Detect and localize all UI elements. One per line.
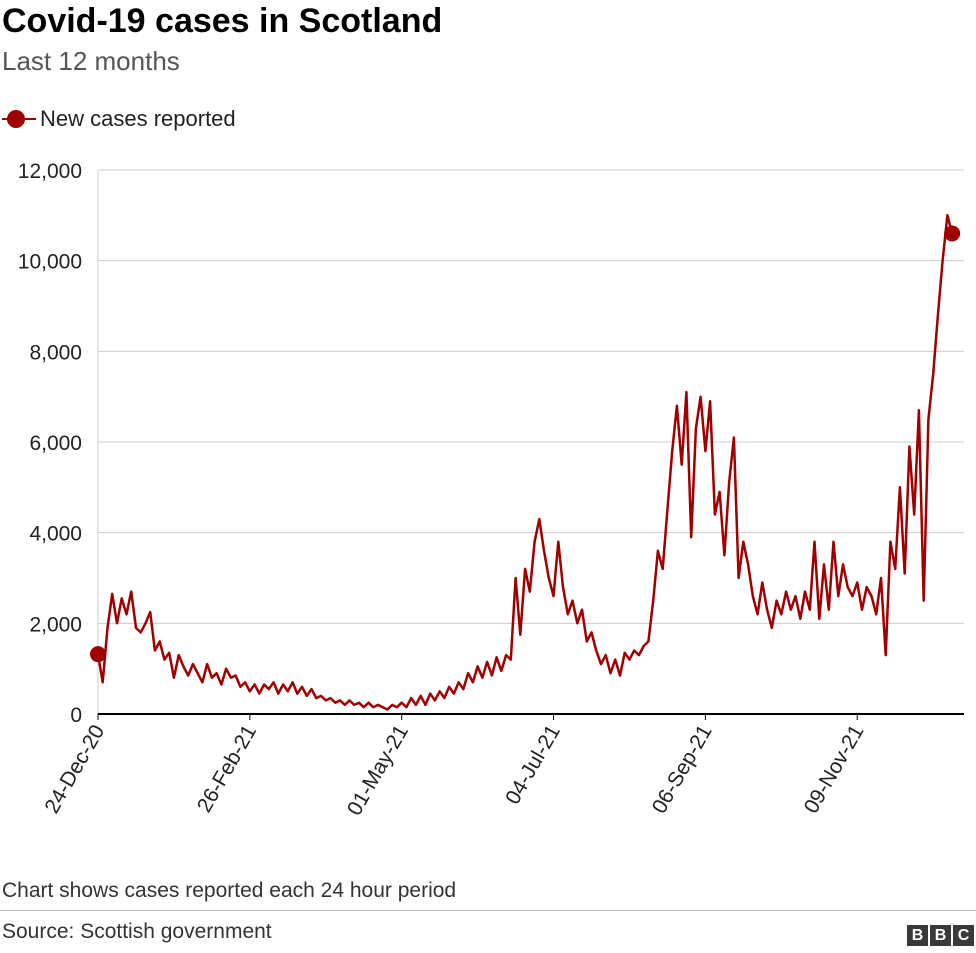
x-tick-label: 26-Feb-21 bbox=[193, 721, 261, 816]
y-tick-label: 12,000 bbox=[18, 160, 82, 183]
x-tick-label: 09-Nov-21 bbox=[800, 721, 869, 817]
logo-letter: C bbox=[953, 925, 974, 946]
legend-marker-icon bbox=[2, 108, 36, 130]
x-tick-label: 01-May-21 bbox=[343, 721, 413, 819]
chart-title: Covid-19 cases in Scotland bbox=[2, 2, 443, 40]
chart-note: Chart shows cases reported each 24 hour … bbox=[2, 879, 457, 902]
y-tick-label: 6,000 bbox=[29, 432, 82, 455]
logo-letter: B bbox=[930, 925, 951, 946]
x-tick-label: 04-Jul-21 bbox=[501, 721, 565, 808]
series-layer bbox=[90, 214, 961, 711]
y-tick-label: 4,000 bbox=[29, 523, 82, 546]
line-chart: 0 2,000 4,000 6,000 8,000 10,000 12,000 24-Dec… bbox=[18, 160, 964, 819]
y-axis: 0 2,000 4,000 6,000 8,000 10,000 12,000 bbox=[18, 160, 99, 727]
legend-label: New cases reported bbox=[40, 106, 236, 131]
legend: New cases reported bbox=[2, 104, 236, 134]
x-axis: 24-Dec-20 26-Feb-21 01-May-21 04-Jul-21 06-S… bbox=[40, 713, 964, 819]
y-tick-label: 2,000 bbox=[29, 613, 82, 636]
y-tick-label: 10,000 bbox=[18, 251, 82, 274]
source-text: Source: Scottish government bbox=[2, 920, 272, 943]
first-point-marker bbox=[90, 646, 106, 663]
chart-subtitle: Last 12 months bbox=[2, 46, 180, 76]
gridlines bbox=[98, 169, 964, 624]
last-point-marker bbox=[944, 225, 961, 242]
y-tick-label: 0 bbox=[70, 704, 82, 727]
bbc-logo: B B C bbox=[907, 925, 974, 946]
series-line-new-cases bbox=[96, 214, 954, 711]
footer-divider bbox=[0, 910, 976, 911]
y-tick-label: 8,000 bbox=[29, 341, 82, 364]
x-tick-label: 24-Dec-20 bbox=[40, 721, 109, 817]
logo-letter: B bbox=[907, 925, 928, 946]
x-tick-label: 06-Sep-21 bbox=[648, 721, 717, 817]
